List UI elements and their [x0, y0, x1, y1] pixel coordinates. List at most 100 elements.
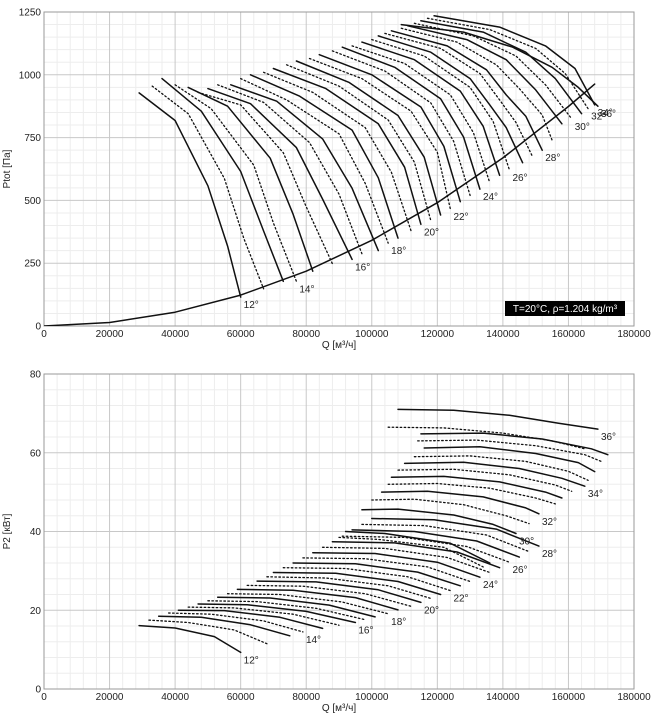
series-curve: [423, 446, 596, 473]
chart-panel-top: 0 20000 40000 60000 80000 100000 120000 140000 1…: [2, 8, 651, 352]
curve-label: 32°: [591, 112, 606, 123]
series-curve: [361, 41, 501, 177]
curve-label: 24°: [483, 580, 498, 591]
series-curve: [187, 606, 340, 626]
series-curve: [417, 439, 602, 463]
x-tick-label: 60000: [227, 329, 255, 340]
series-curve: [413, 455, 589, 481]
plot-area: [44, 12, 634, 326]
x-tick-label: 120000: [421, 329, 455, 340]
series-curve: [318, 53, 462, 203]
series-curve: [397, 468, 573, 492]
series-curve: [216, 596, 376, 618]
x-axis-label: Q [м³/ч]: [322, 340, 357, 351]
curve-label: 28°: [542, 549, 557, 560]
series-curve: [207, 600, 366, 621]
series-curve: [302, 557, 471, 583]
x-tick-label: 180000: [617, 329, 651, 340]
series-curve: [226, 593, 389, 615]
series-curve: [371, 517, 540, 547]
y-tick-label: 60: [30, 448, 42, 459]
series-curve: [420, 432, 609, 456]
y-tick-label: 80: [30, 370, 42, 381]
curve-label: 30°: [519, 536, 534, 547]
x-tick-label: 180000: [617, 692, 651, 703]
y-tick-label: 750: [24, 133, 41, 144]
series-curve: [174, 84, 298, 282]
y-tick-label: 40: [30, 527, 42, 538]
conditions-note: T=20°C, ρ=1.204 kg/m³: [505, 301, 625, 316]
system-curve: [44, 83, 596, 326]
series-curve: [262, 71, 412, 232]
curve-label: 24°: [483, 192, 498, 203]
x-tick-label: 100000: [355, 692, 389, 703]
curve-label: 16°: [355, 262, 370, 273]
series-curve: [157, 615, 291, 637]
conditions-note-box: [505, 301, 625, 316]
y-axis-label: Ptot [Па]: [2, 149, 13, 188]
series-curve: [371, 498, 530, 525]
series-curve: [207, 87, 353, 261]
x-tick-label: 120000: [421, 692, 455, 703]
x-axis-label: Q [м³/ч]: [322, 703, 357, 714]
x-tick-label: 20000: [96, 692, 124, 703]
series-curve: [341, 535, 511, 563]
series-curve: [387, 482, 556, 505]
series-curve: [285, 64, 432, 222]
plot-frame: [43, 11, 635, 327]
x-tick-label: 20000: [96, 329, 124, 340]
x-tick-label: 0: [41, 692, 47, 703]
series-curve: [351, 529, 521, 558]
plot-frame: [43, 373, 635, 690]
curve-label: 22°: [453, 212, 468, 223]
series-curve: [426, 17, 589, 110]
series-curve: [413, 22, 573, 120]
series-curve: [420, 20, 583, 115]
series-curve: [400, 23, 599, 107]
series-curve: [351, 45, 491, 184]
curve-label: 14°: [306, 635, 321, 646]
y-tick-label: 250: [24, 259, 41, 270]
curve-label: 34°: [588, 489, 603, 500]
series-curve: [167, 612, 304, 633]
x-tick-label: 160000: [552, 692, 586, 703]
x-tick-label: 140000: [486, 329, 520, 340]
curve-label: 12°: [244, 300, 259, 311]
y-tick-label: 1000: [19, 70, 42, 81]
curves-group: [44, 15, 599, 326]
series-curve: [161, 77, 285, 283]
x-tick-label: 0: [41, 329, 47, 340]
series-curve: [387, 426, 586, 450]
series-curve: [433, 15, 596, 106]
series-curve: [390, 30, 543, 151]
series-curve: [361, 508, 517, 535]
series-curve: [266, 576, 432, 600]
series-curve: [138, 92, 242, 298]
series-curve: [312, 552, 481, 578]
series-curve: [380, 490, 540, 515]
y-tick-label: 20: [30, 606, 42, 617]
series-curve: [272, 571, 442, 596]
series-curve: [331, 540, 501, 569]
series-curve: [236, 588, 399, 611]
x-tick-label: 140000: [486, 692, 520, 703]
series-curve: [177, 609, 324, 630]
series-curve: [371, 38, 511, 171]
series-curve: [240, 77, 389, 244]
series-curve: [361, 523, 530, 553]
x-tick-label: 60000: [227, 692, 255, 703]
curve-label: 18°: [391, 617, 406, 628]
series-curve: [249, 74, 399, 239]
series-curve: [292, 562, 462, 587]
curve-label: 26°: [512, 173, 527, 184]
y-tick-label: 500: [24, 196, 41, 207]
series-curve: [217, 84, 363, 255]
series-curve: [272, 67, 422, 226]
series-curve: [197, 91, 334, 265]
x-tick-label: 80000: [292, 692, 320, 703]
curve-label: 20°: [424, 227, 439, 238]
series-curve: [341, 46, 481, 190]
x-tick-label: 80000: [292, 329, 320, 340]
series-curve: [282, 567, 452, 592]
